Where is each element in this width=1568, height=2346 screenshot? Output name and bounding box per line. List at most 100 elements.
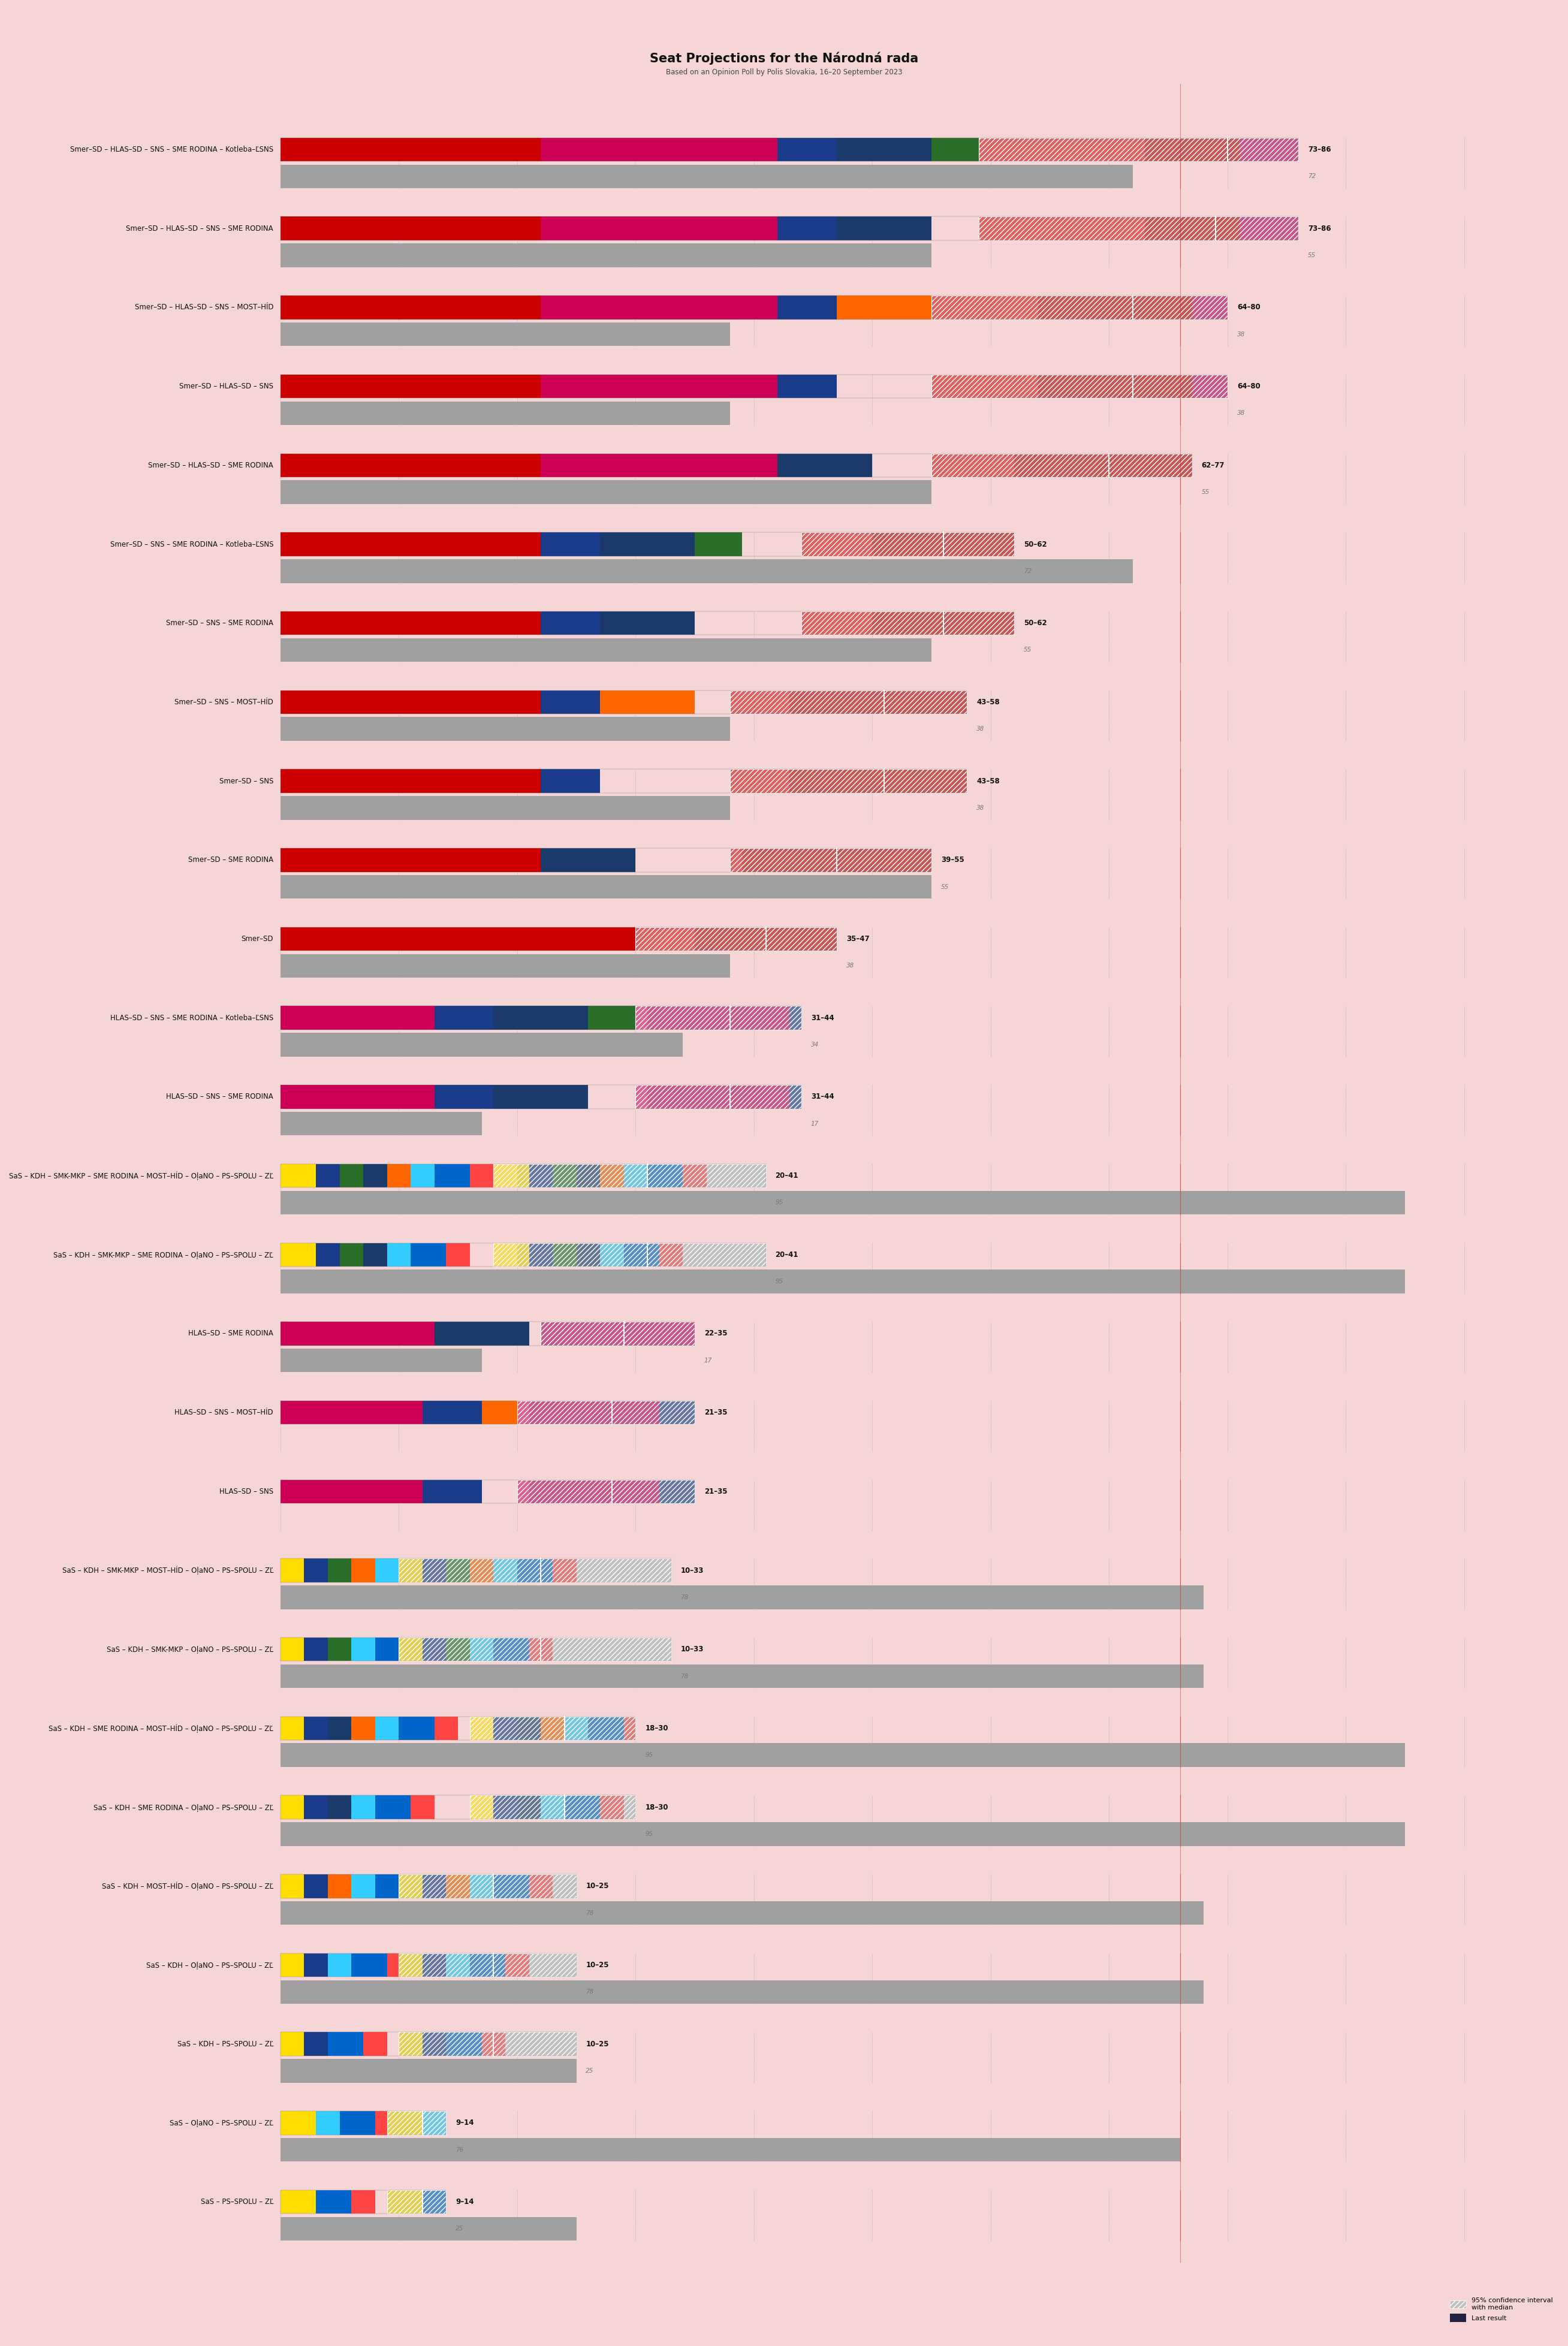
Text: SaS – KDH – PS–SPOLU – ZĽ: SaS – KDH – PS–SPOLU – ZĽ xyxy=(177,2041,273,2048)
Bar xyxy=(635,1084,801,1110)
Bar xyxy=(281,244,931,267)
Bar xyxy=(731,769,967,793)
Bar xyxy=(281,1795,635,1818)
Bar xyxy=(541,1795,564,1818)
Bar xyxy=(731,690,967,713)
Bar xyxy=(281,1112,481,1135)
Bar xyxy=(281,1321,434,1347)
Text: 31–44: 31–44 xyxy=(811,1093,834,1100)
Bar xyxy=(281,2060,577,2083)
Bar xyxy=(398,1638,422,1661)
Text: Seat Projections for the Národná rada: Seat Projections for the Národná rada xyxy=(649,52,919,63)
Text: 73–86: 73–86 xyxy=(1308,145,1331,152)
Bar xyxy=(281,138,1298,162)
Bar xyxy=(281,533,541,556)
Bar xyxy=(328,1874,351,1898)
Bar xyxy=(564,1717,588,1741)
Bar xyxy=(422,1558,447,1581)
Text: Smer–SD – SNS – SME RODINA: Smer–SD – SNS – SME RODINA xyxy=(166,619,273,626)
Bar xyxy=(281,2032,304,2055)
Bar xyxy=(281,1638,671,1661)
Bar xyxy=(494,1717,635,1741)
Text: Smer–SD – SNS – SME RODINA – Kotleba–ĽSNS: Smer–SD – SNS – SME RODINA – Kotleba–ĽSN… xyxy=(110,540,273,549)
Bar xyxy=(328,1795,351,1818)
Text: 10–25: 10–25 xyxy=(586,1961,608,1968)
Text: 10–33: 10–33 xyxy=(681,1645,704,1654)
Text: 72: 72 xyxy=(1308,174,1316,178)
Bar xyxy=(494,1874,528,1898)
Bar xyxy=(554,1164,577,1187)
Text: SaS – KDH – SMK-MKP – SME RODINA – OļaNO – PS–SPOLU – ZĽ: SaS – KDH – SMK-MKP – SME RODINA – OļaNO… xyxy=(53,1250,273,1257)
Bar xyxy=(422,1480,481,1504)
Text: 35–47: 35–47 xyxy=(847,936,870,943)
Bar xyxy=(494,1164,765,1187)
Bar xyxy=(398,1558,671,1581)
Bar xyxy=(659,1243,684,1267)
Bar xyxy=(281,1717,635,1741)
Bar xyxy=(422,1401,481,1424)
Bar xyxy=(541,296,778,319)
Bar xyxy=(635,927,837,950)
Bar xyxy=(281,453,541,476)
Text: Smer–SD – HLAS–SD – SNS – SME RODINA: Smer–SD – HLAS–SD – SNS – SME RODINA xyxy=(125,225,273,232)
Bar xyxy=(601,1243,624,1267)
Bar xyxy=(434,1164,470,1187)
Text: Smer–SD – HLAS–SD – SME RODINA: Smer–SD – HLAS–SD – SME RODINA xyxy=(149,462,273,469)
Bar xyxy=(411,1795,434,1818)
Bar xyxy=(387,1243,411,1267)
Bar xyxy=(528,1638,554,1661)
Bar xyxy=(434,1006,494,1030)
Bar xyxy=(281,849,541,873)
Bar xyxy=(790,769,967,793)
Bar xyxy=(398,1874,422,1898)
Text: 95: 95 xyxy=(775,1279,784,1286)
Bar xyxy=(624,1717,635,1741)
Bar xyxy=(931,296,1192,319)
Bar xyxy=(281,533,1014,556)
Text: Smer–SD – HLAS–SD – SNS – MOST–HÍD: Smer–SD – HLAS–SD – SNS – MOST–HÍD xyxy=(135,303,273,312)
Bar xyxy=(281,138,541,162)
Bar xyxy=(281,2191,315,2215)
Bar xyxy=(304,1558,328,1581)
Text: 95: 95 xyxy=(644,1832,652,1837)
Bar xyxy=(931,138,978,162)
Bar xyxy=(364,1164,387,1187)
Text: SaS – KDH – MOST–HÍD – OļaNO – PS–SPOLU – ZĽ: SaS – KDH – MOST–HÍD – OļaNO – PS–SPOLU … xyxy=(102,1881,273,1891)
Text: 55: 55 xyxy=(1308,253,1316,258)
Bar xyxy=(281,1717,304,1741)
Bar xyxy=(422,1954,447,1978)
Bar xyxy=(304,2032,328,2055)
Text: 38: 38 xyxy=(977,805,985,812)
Bar xyxy=(778,216,837,239)
Bar xyxy=(281,375,1228,399)
Bar xyxy=(281,875,931,899)
Bar xyxy=(624,1164,648,1187)
Bar xyxy=(541,690,601,713)
Bar xyxy=(731,769,967,793)
Bar xyxy=(281,769,541,793)
Bar xyxy=(281,1743,1405,1767)
Bar xyxy=(281,1480,422,1504)
Bar xyxy=(931,296,1228,319)
Bar xyxy=(398,1954,577,1978)
Bar xyxy=(340,2111,375,2135)
Bar xyxy=(398,2032,577,2055)
Bar xyxy=(601,1164,624,1187)
Bar xyxy=(422,2191,447,2215)
Bar xyxy=(978,216,1298,239)
Bar xyxy=(281,1480,695,1504)
Bar xyxy=(398,1874,577,1898)
Bar xyxy=(528,1874,554,1898)
Bar xyxy=(281,1401,695,1424)
Bar xyxy=(778,296,837,319)
Bar xyxy=(635,1006,801,1030)
Bar xyxy=(470,1954,505,1978)
Bar xyxy=(931,375,1192,399)
Bar xyxy=(601,533,695,556)
Bar xyxy=(281,2137,1181,2161)
Bar xyxy=(422,1874,447,1898)
Bar xyxy=(494,1717,517,1741)
Bar xyxy=(837,296,931,319)
Bar xyxy=(648,1006,801,1030)
Bar xyxy=(387,2191,447,2215)
